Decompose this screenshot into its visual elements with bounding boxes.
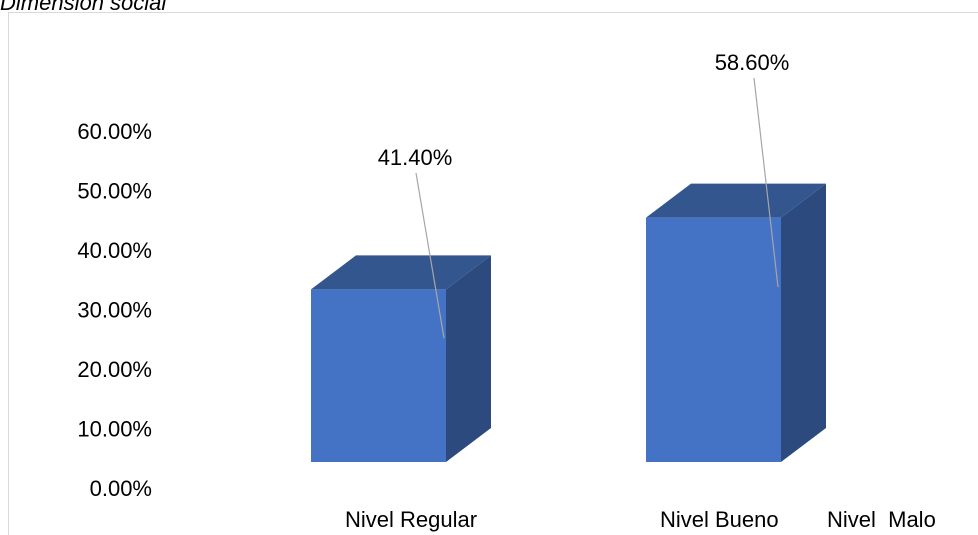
y-tick-label: 50.00% — [77, 179, 152, 204]
bar-side — [781, 183, 826, 462]
chart-frame-top — [8, 12, 978, 13]
y-tick-label: 40.00% — [77, 238, 152, 263]
y-tick-label: 0.00% — [90, 476, 152, 501]
chart-title: Dimensión social — [0, 0, 167, 15]
data-label: 58.60% — [715, 50, 790, 75]
y-tick-label: 60.00% — [77, 119, 152, 144]
x-category-label: Nivel Malo — [827, 507, 936, 532]
leader-line — [753, 77, 779, 288]
bar-side — [446, 255, 491, 462]
leader-line — [415, 172, 445, 339]
bar — [311, 289, 446, 462]
bar-top — [646, 183, 826, 218]
bar — [646, 217, 781, 462]
y-tick-label: 20.00% — [77, 357, 152, 382]
y-tick-label: 30.00% — [77, 298, 152, 323]
x-category-label: Nivel Regular — [345, 507, 477, 532]
chart-frame-left — [8, 12, 9, 535]
x-category-label: Nivel Bueno — [660, 507, 779, 532]
y-tick-label: 10.00% — [77, 417, 152, 442]
data-label: 41.40% — [378, 145, 453, 170]
bar-top — [311, 255, 491, 290]
